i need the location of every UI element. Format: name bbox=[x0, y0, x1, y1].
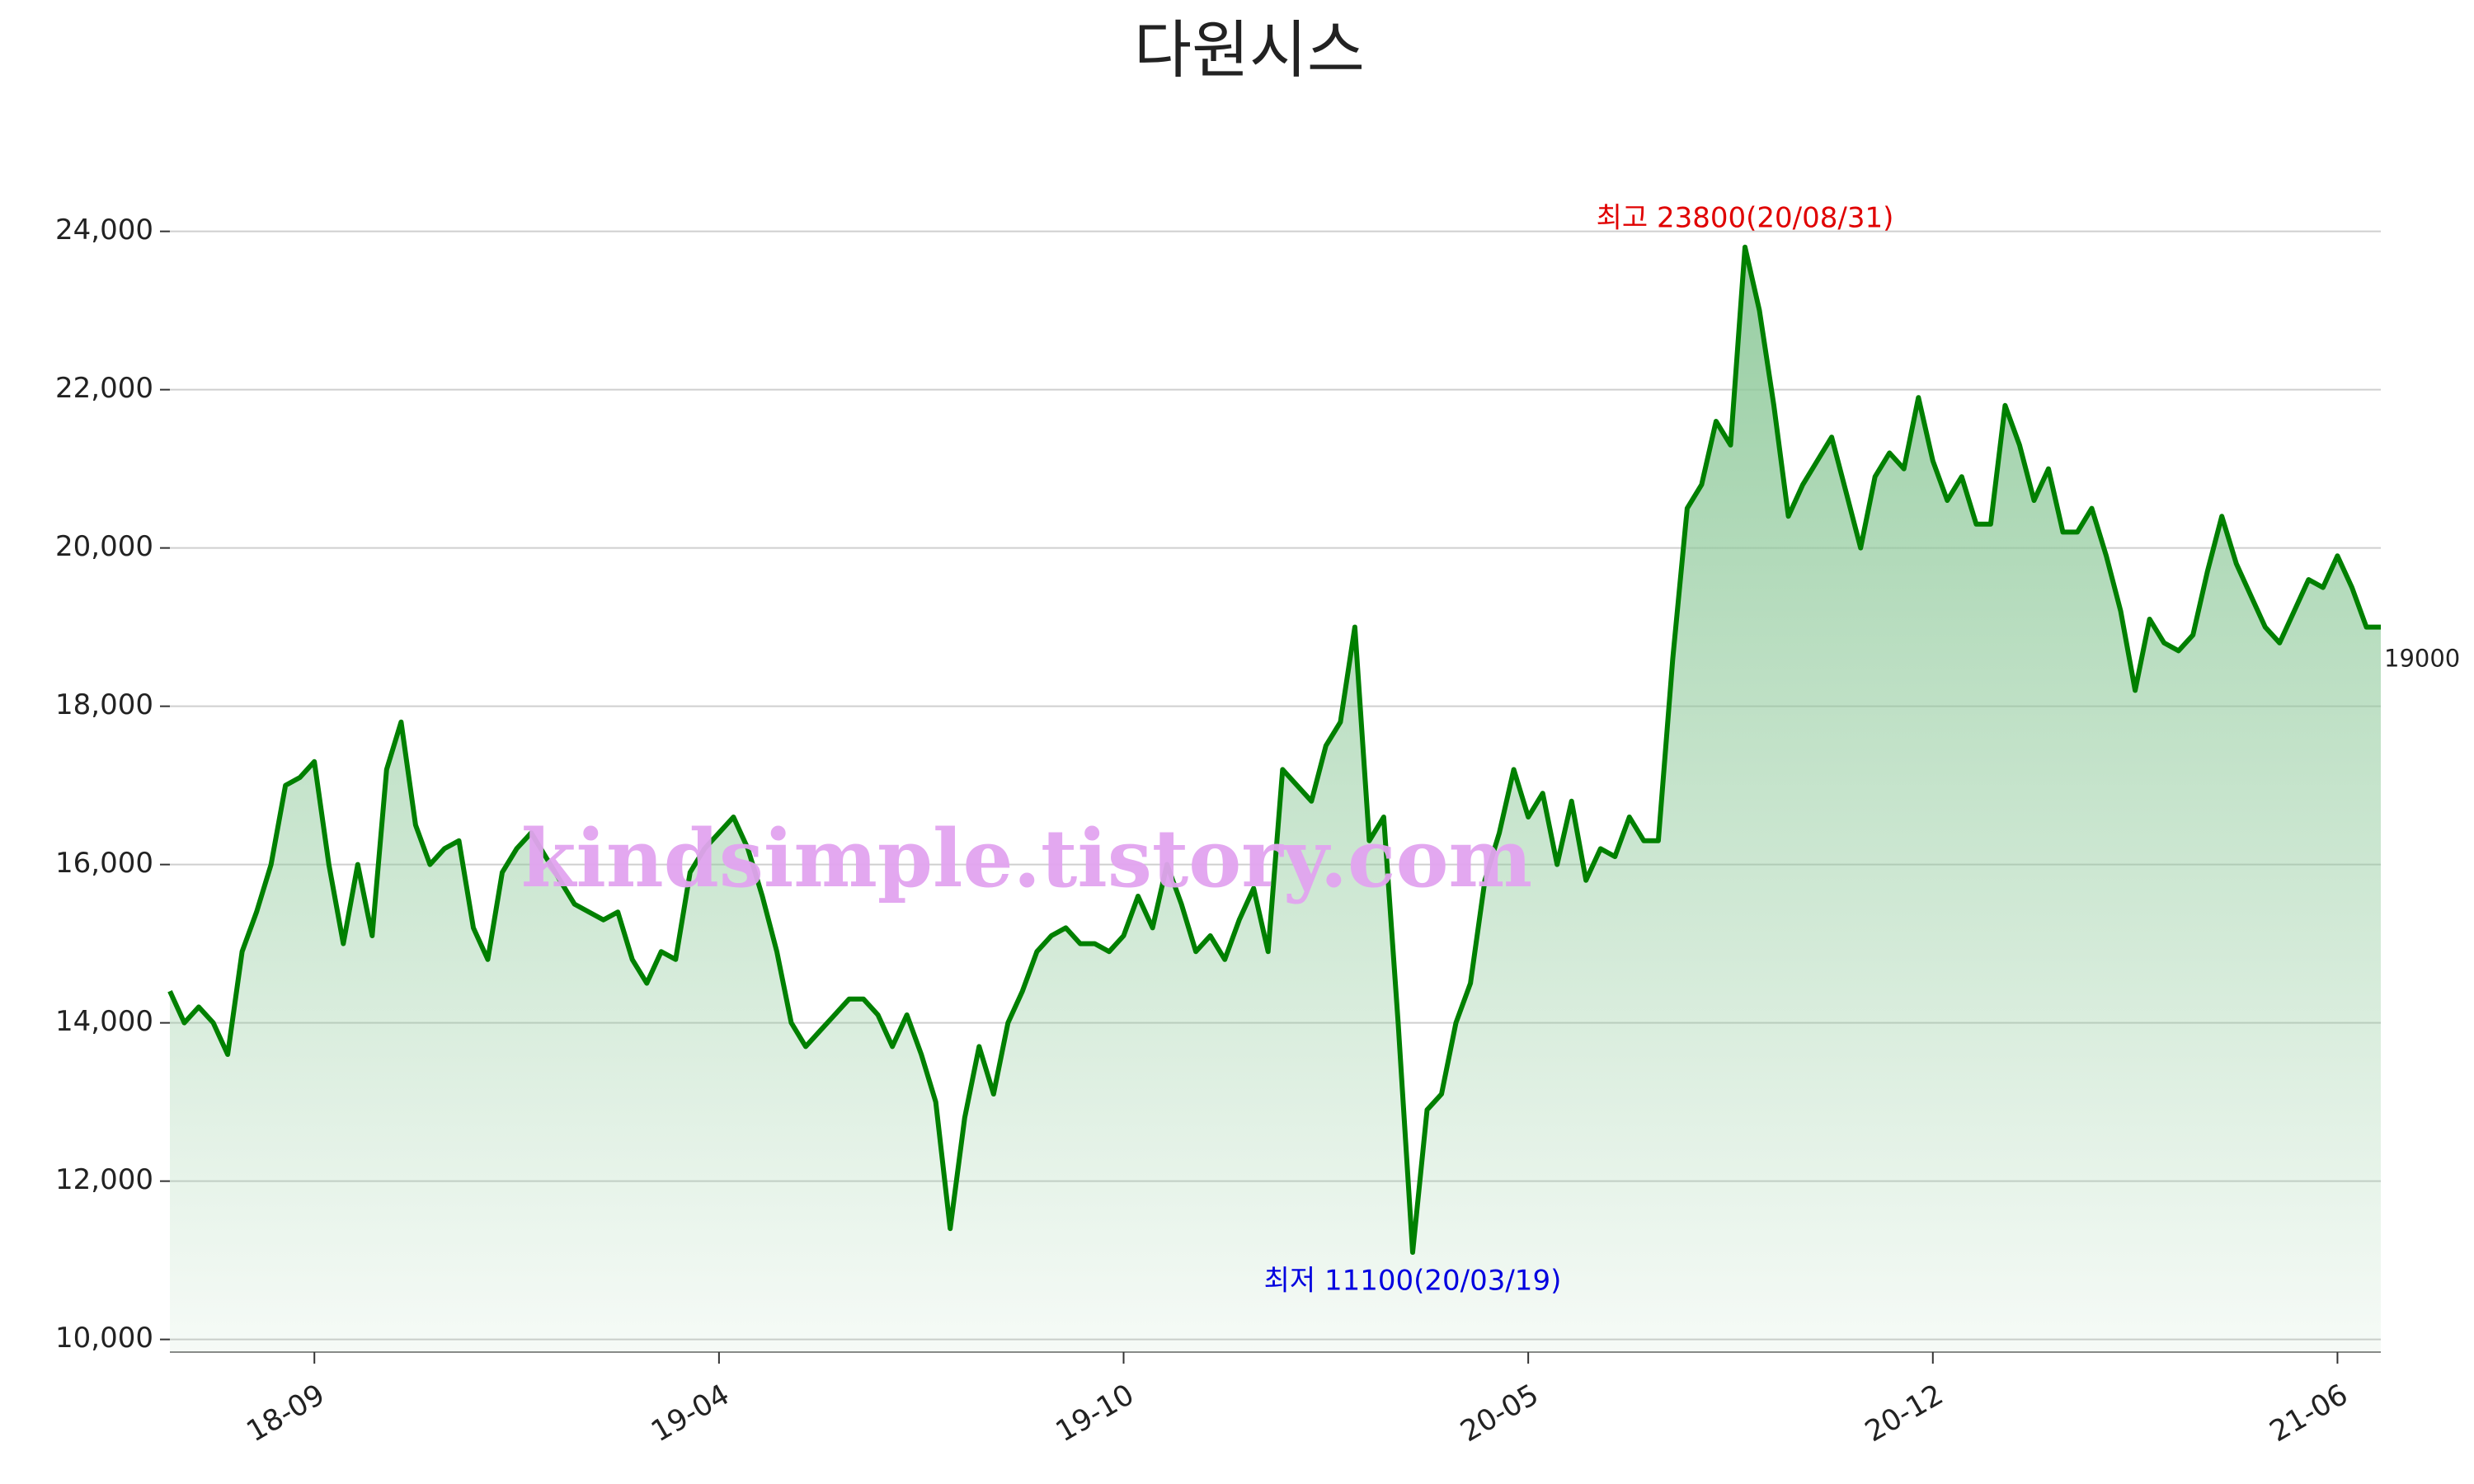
price-line bbox=[167, 244, 2381, 1255]
watermark: kindsimple.tistory.com bbox=[521, 812, 1532, 905]
y-tick-label: 20,000 bbox=[55, 530, 153, 563]
y-tick-label: 22,000 bbox=[55, 372, 153, 405]
x-tick-label: 20-05 bbox=[1456, 1378, 1545, 1449]
y-tick-label: 24,000 bbox=[55, 214, 153, 247]
chart-title: 다원시스 bbox=[1134, 13, 1365, 87]
y-tick-label: 16,000 bbox=[55, 847, 153, 880]
y-tick-label: 10,000 bbox=[55, 1322, 153, 1355]
x-tick-label: 18-09 bbox=[242, 1378, 331, 1449]
x-tick-label: 20-12 bbox=[1860, 1378, 1949, 1449]
x-tick-label: 19-10 bbox=[1051, 1378, 1140, 1449]
y-tick-label: 14,000 bbox=[55, 1005, 153, 1038]
min-annotation: 최저 11100(20/03/19) bbox=[1264, 1265, 1562, 1298]
x-tick-label: 19-04 bbox=[646, 1378, 735, 1449]
x-tick-label: 21-06 bbox=[2265, 1378, 2354, 1449]
y-tick-label: 18,000 bbox=[55, 688, 153, 721]
last-value-label: 19000 bbox=[2384, 645, 2460, 673]
max-annotation: 최고 23800(20/08/31) bbox=[1597, 201, 1894, 234]
y-tick-label: 12,000 bbox=[55, 1163, 153, 1196]
area bbox=[170, 247, 2381, 1352]
